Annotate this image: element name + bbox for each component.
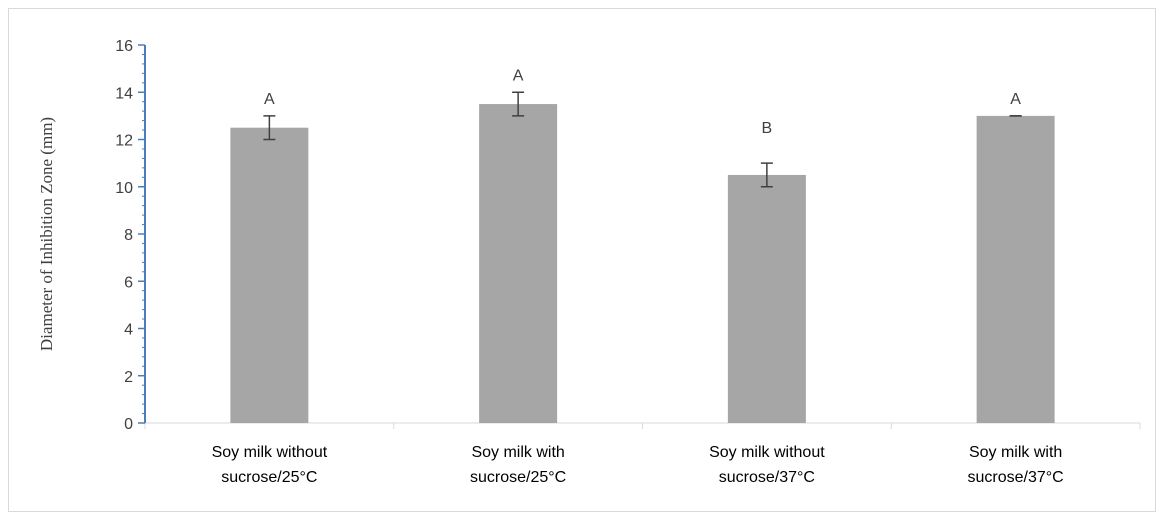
y-tick-label: 8: [124, 227, 133, 244]
y-tick-label: 10: [115, 180, 133, 197]
y-tick-label: 16: [115, 38, 133, 55]
y-tick-label: 12: [115, 133, 133, 150]
chart-frame: [8, 8, 1156, 512]
y-tick-label: 0: [124, 416, 133, 433]
significance-letter: B: [762, 120, 773, 137]
bar: [976, 115, 1055, 423]
x-category-label: sucrose/25°C: [470, 469, 566, 486]
x-category-label: Soy milk with: [471, 444, 564, 461]
bar: [727, 174, 806, 423]
y-tick-label: 6: [124, 274, 133, 291]
bar: [230, 127, 309, 423]
y-tick-label: 4: [124, 322, 133, 339]
x-category-label: sucrose/25°C: [221, 469, 317, 486]
significance-letter: A: [1010, 91, 1021, 108]
significance-letter: A: [513, 67, 524, 84]
x-category-label: Soy milk without: [709, 444, 825, 461]
y-tick-label: 2: [124, 369, 133, 386]
y-tick-label: 14: [115, 85, 133, 102]
x-category-label: Soy milk without: [212, 444, 328, 461]
significance-letter: A: [264, 91, 275, 108]
x-category-label: sucrose/37°C: [719, 469, 815, 486]
bar: [479, 104, 558, 423]
x-category-label: Soy milk with: [969, 444, 1062, 461]
y-axis-title: Diameter of Inhibition Zone (mm): [37, 117, 56, 351]
x-category-label: sucrose/37°C: [968, 469, 1064, 486]
